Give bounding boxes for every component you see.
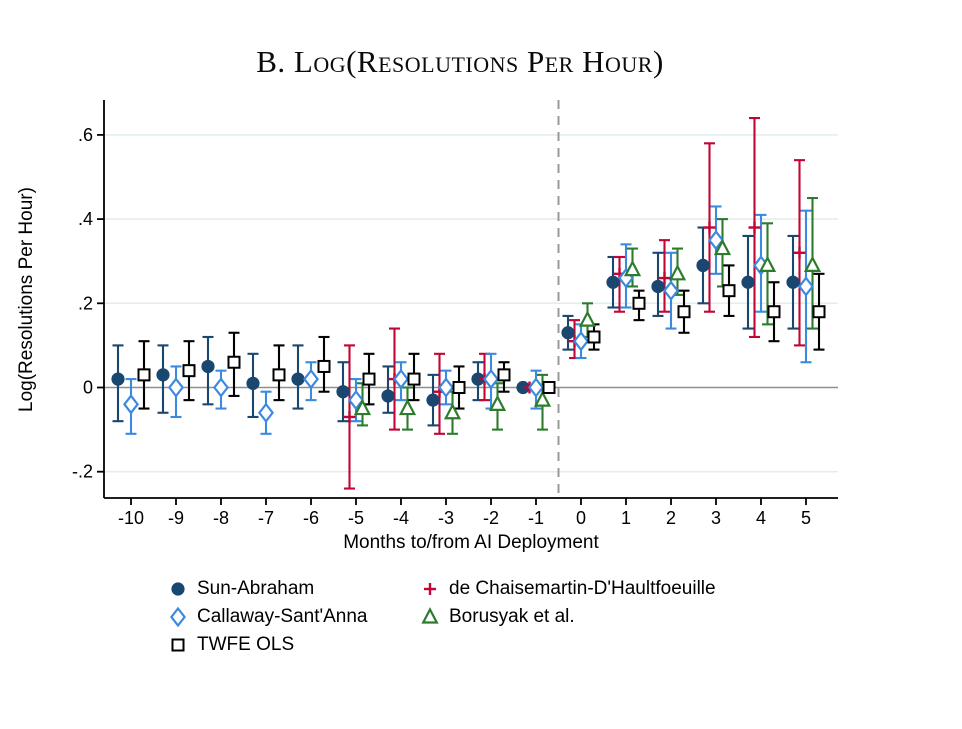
x-tick-label: -8 — [213, 508, 229, 528]
x-tick-label: -6 — [303, 508, 319, 528]
x-tick-label: 4 — [756, 508, 766, 528]
legend-item-twfe: TWFE OLS — [168, 634, 294, 656]
legend-item-sun-abraham: Sun-Abraham — [168, 578, 314, 600]
legend-item-borusyak: Borusyak et al. — [420, 606, 575, 628]
x-axis-title: Months to/from AI Deployment — [343, 532, 599, 553]
series-sun-abraham — [111, 258, 800, 407]
ci-bars-sun-abraham — [112, 226, 799, 427]
y-tick-label: .2 — [78, 293, 93, 313]
series-twfe-ols — [137, 284, 826, 394]
x-tick-label: -1 — [528, 508, 544, 528]
y-tick-label: 0 — [83, 378, 93, 398]
diamond-icon — [170, 607, 186, 627]
legend-label: Sun-Abraham — [197, 578, 315, 599]
x-tick-label: -4 — [393, 508, 409, 528]
series-borusyak-et-al- — [353, 238, 822, 420]
legend-label: de Chaisemartin-D'Haultfoeuille — [449, 578, 716, 599]
x-tick-label: 5 — [801, 508, 811, 528]
y-tick-label: .6 — [78, 125, 93, 145]
x-tick-label: 1 — [621, 508, 631, 528]
plus-icon — [424, 583, 436, 595]
x-tick-label: -7 — [258, 508, 274, 528]
x-tick-label: -5 — [348, 508, 364, 528]
x-tick-label: 2 — [666, 508, 676, 528]
square-icon — [171, 638, 185, 652]
x-tick-label: 3 — [711, 508, 721, 528]
filled-circle-icon — [171, 582, 185, 596]
legend-label: Borusyak et al. — [449, 606, 575, 627]
legend-item-callaway: Callaway-Sant'Anna — [168, 606, 368, 628]
legend-label: TWFE OLS — [197, 634, 295, 655]
legend-item-dcdh: de Chaisemartin-D'Haultfoeuille — [420, 578, 716, 600]
x-tick-label: 0 — [576, 508, 586, 528]
x-tick-label: -2 — [483, 508, 499, 528]
y-tick-label: .4 — [78, 209, 93, 229]
y-tick-label: -.2 — [72, 462, 93, 482]
triangle-icon — [421, 607, 439, 624]
x-tick-label: -10 — [118, 508, 144, 528]
x-tick-label: -3 — [438, 508, 454, 528]
legend-label: Callaway-Sant'Anna — [197, 606, 368, 627]
x-tick-label: -9 — [168, 508, 184, 528]
chart-title: B. Log(Resolutions Per Hour) — [256, 44, 664, 79]
